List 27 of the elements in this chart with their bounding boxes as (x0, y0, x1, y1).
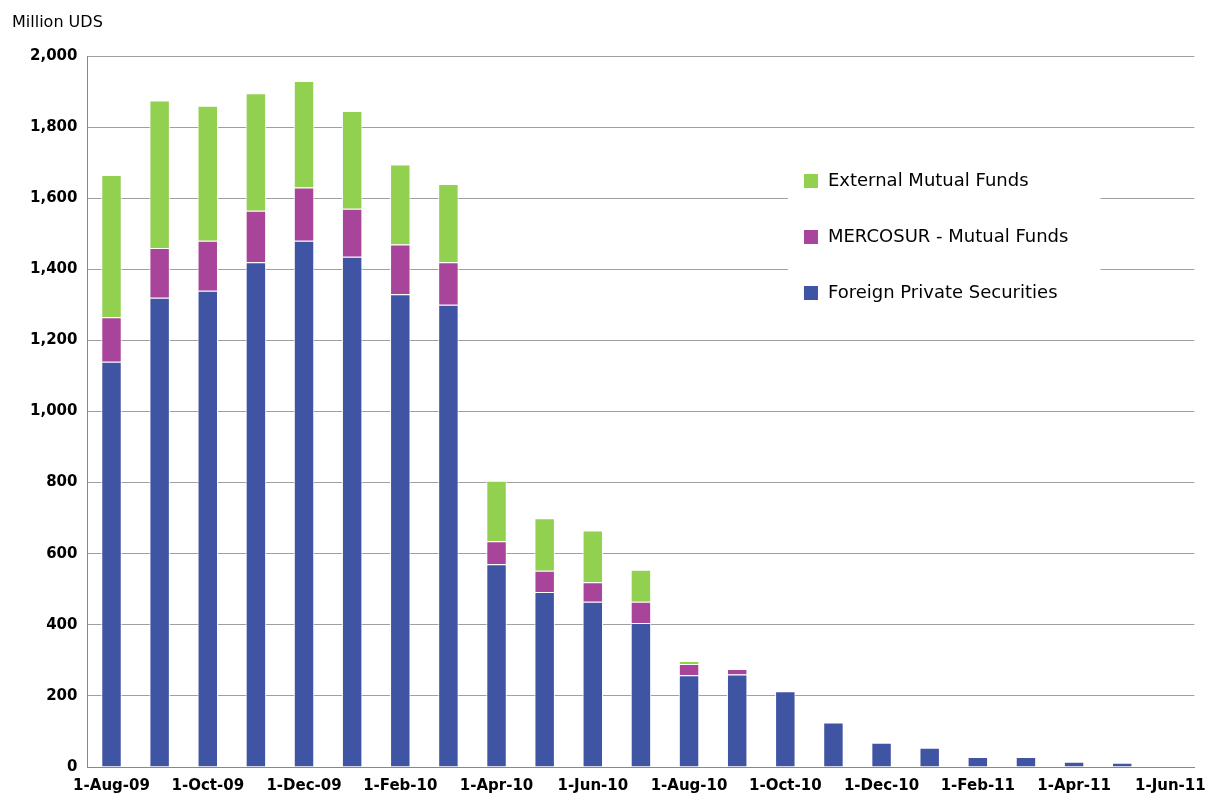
x-tick-label: 1-Dec-10 (843, 775, 920, 794)
legend-label: External Mutual Funds (827, 168, 1029, 190)
x-tick-label: 1-Feb-10 (363, 775, 438, 794)
y-tick-label: 1,600 (29, 188, 78, 207)
y-tick-label: 800 (46, 472, 78, 491)
x-tick-label: 1-Apr-10 (459, 775, 534, 794)
x-tick-label: 1-Aug-09 (73, 775, 150, 794)
x-tick-label: 1-Dec-09 (266, 775, 342, 794)
legend-label: MERCOSUR - Mutual Funds (827, 224, 1069, 246)
x-tick-label: 1-Aug-10 (650, 775, 728, 794)
x-tick-label: 1-Jun-11 (1134, 775, 1206, 794)
y-tick-label: 600 (46, 543, 78, 562)
y-tick-label: 2,000 (29, 45, 78, 64)
legend-label: Foreign Private Securities (827, 280, 1058, 302)
y-tick-label: 0 (67, 756, 78, 775)
x-tick-label: 1-Feb-11 (940, 775, 1015, 794)
x-tick-label: 1-Jun-10 (557, 775, 629, 794)
y-tick-label: 400 (46, 614, 78, 633)
y-tick-label: 1,800 (29, 116, 78, 135)
y-tick-label: 200 (46, 685, 78, 704)
x-tick-label: 1-Oct-10 (749, 775, 822, 794)
y-tick-label: 1,400 (29, 259, 78, 278)
y-tick-label: 1,000 (29, 401, 78, 420)
y-axis-title: Million UDS (12, 12, 103, 31)
y-tick-label: 1,200 (29, 330, 78, 349)
x-tick-label: 1-Apr-11 (1037, 775, 1111, 794)
x-tick-label: 1-Oct-09 (171, 775, 245, 794)
